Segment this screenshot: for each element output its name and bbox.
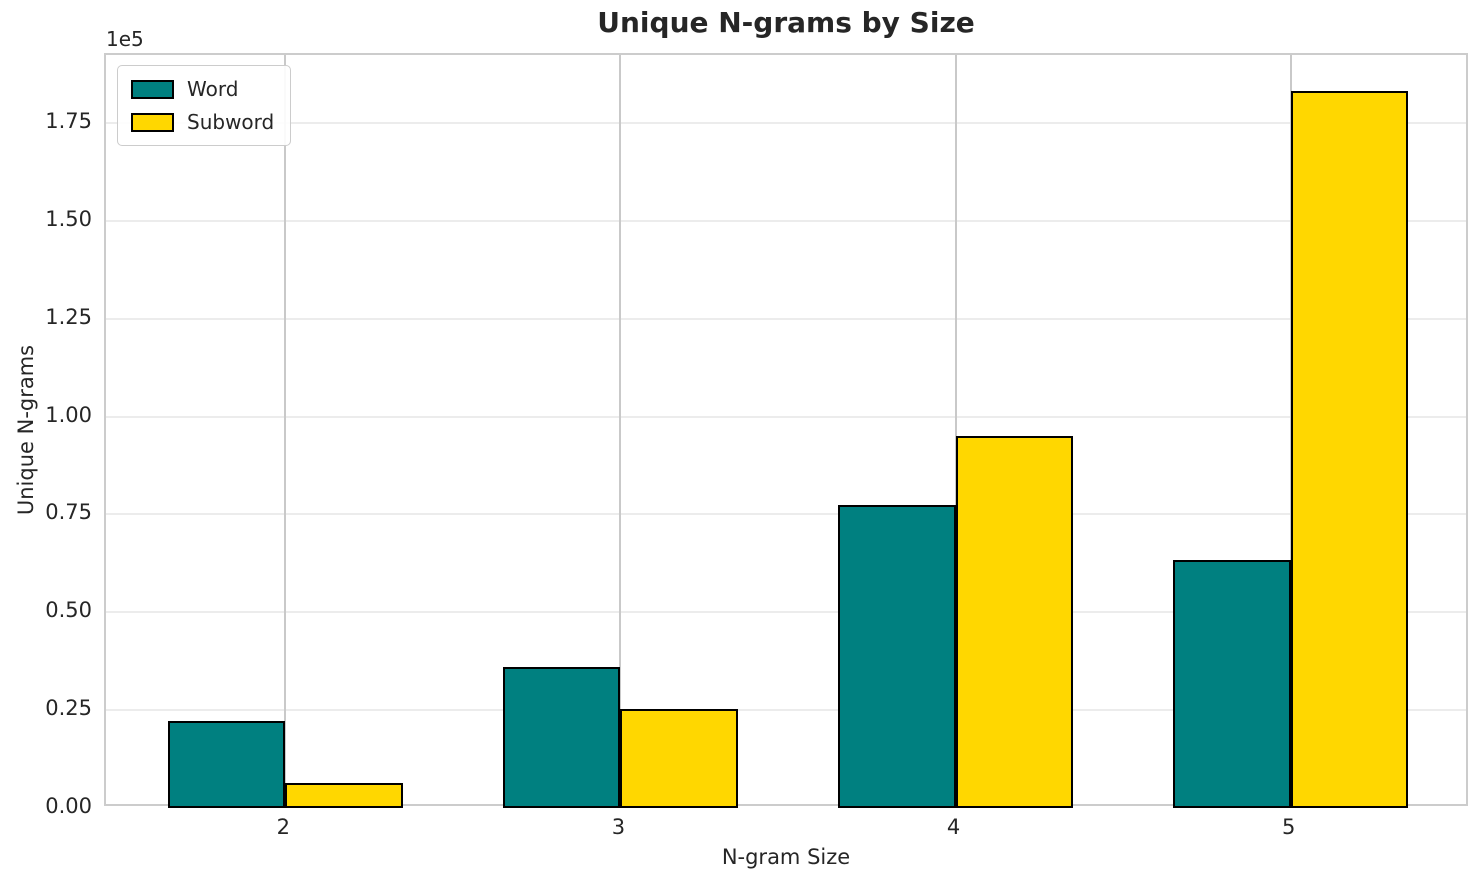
- h-gridline: [106, 415, 1466, 418]
- x-axis-label: N-gram Size: [721, 845, 851, 869]
- legend-item-subword: Subword: [131, 110, 274, 134]
- y-tick-label: 0.75: [45, 500, 92, 525]
- bar-word-n4: [838, 505, 956, 808]
- v-gridline: [954, 55, 957, 804]
- bar-subword-n3: [620, 708, 738, 808]
- bar-word-n3: [503, 667, 621, 808]
- y-tick-label: 1.50: [45, 206, 92, 231]
- word-series-swatch: [131, 79, 174, 99]
- x-tick-label: 5: [1282, 815, 1296, 839]
- chart-title: Unique N-grams by Size: [597, 6, 975, 39]
- y-tick-label: 1.00: [45, 402, 92, 427]
- bar-word-n2: [168, 720, 286, 808]
- bar-subword-n4: [955, 436, 1073, 808]
- y-tick-label: 0.00: [45, 794, 92, 818]
- y-tick-label: 1.75: [45, 109, 92, 134]
- h-gridline: [106, 611, 1466, 614]
- y-tick-label: 1.25: [45, 304, 92, 329]
- h-gridline: [106, 513, 1466, 516]
- h-gridline: [106, 219, 1466, 222]
- subword-series-swatch: [131, 112, 174, 132]
- y-tick-label: 0.50: [45, 598, 92, 623]
- v-gridline: [284, 55, 287, 804]
- bar-subword-n5: [1290, 90, 1408, 808]
- y-axis-label: Unique N-grams: [14, 344, 38, 516]
- x-tick-label: 2: [276, 815, 290, 839]
- legend: Word Subword: [117, 65, 292, 146]
- h-gridline: [106, 709, 1466, 712]
- h-gridline: [106, 122, 1466, 125]
- y-tick-label: 0.25: [45, 696, 92, 721]
- plot-area: Word Subword: [104, 53, 1468, 808]
- v-gridline: [619, 55, 622, 804]
- legend-item-word: Word: [131, 77, 274, 101]
- h-gridline: [106, 317, 1466, 320]
- x-tick-label: 4: [946, 815, 961, 839]
- bar-word-n5: [1173, 559, 1291, 808]
- y-axis-offset-text: 1e5: [106, 27, 144, 51]
- x-tick-label: 3: [611, 815, 626, 839]
- bar-subword-n2: [285, 782, 403, 808]
- legend-label-subword: Subword: [187, 110, 275, 134]
- legend-label-word: Word: [187, 77, 239, 101]
